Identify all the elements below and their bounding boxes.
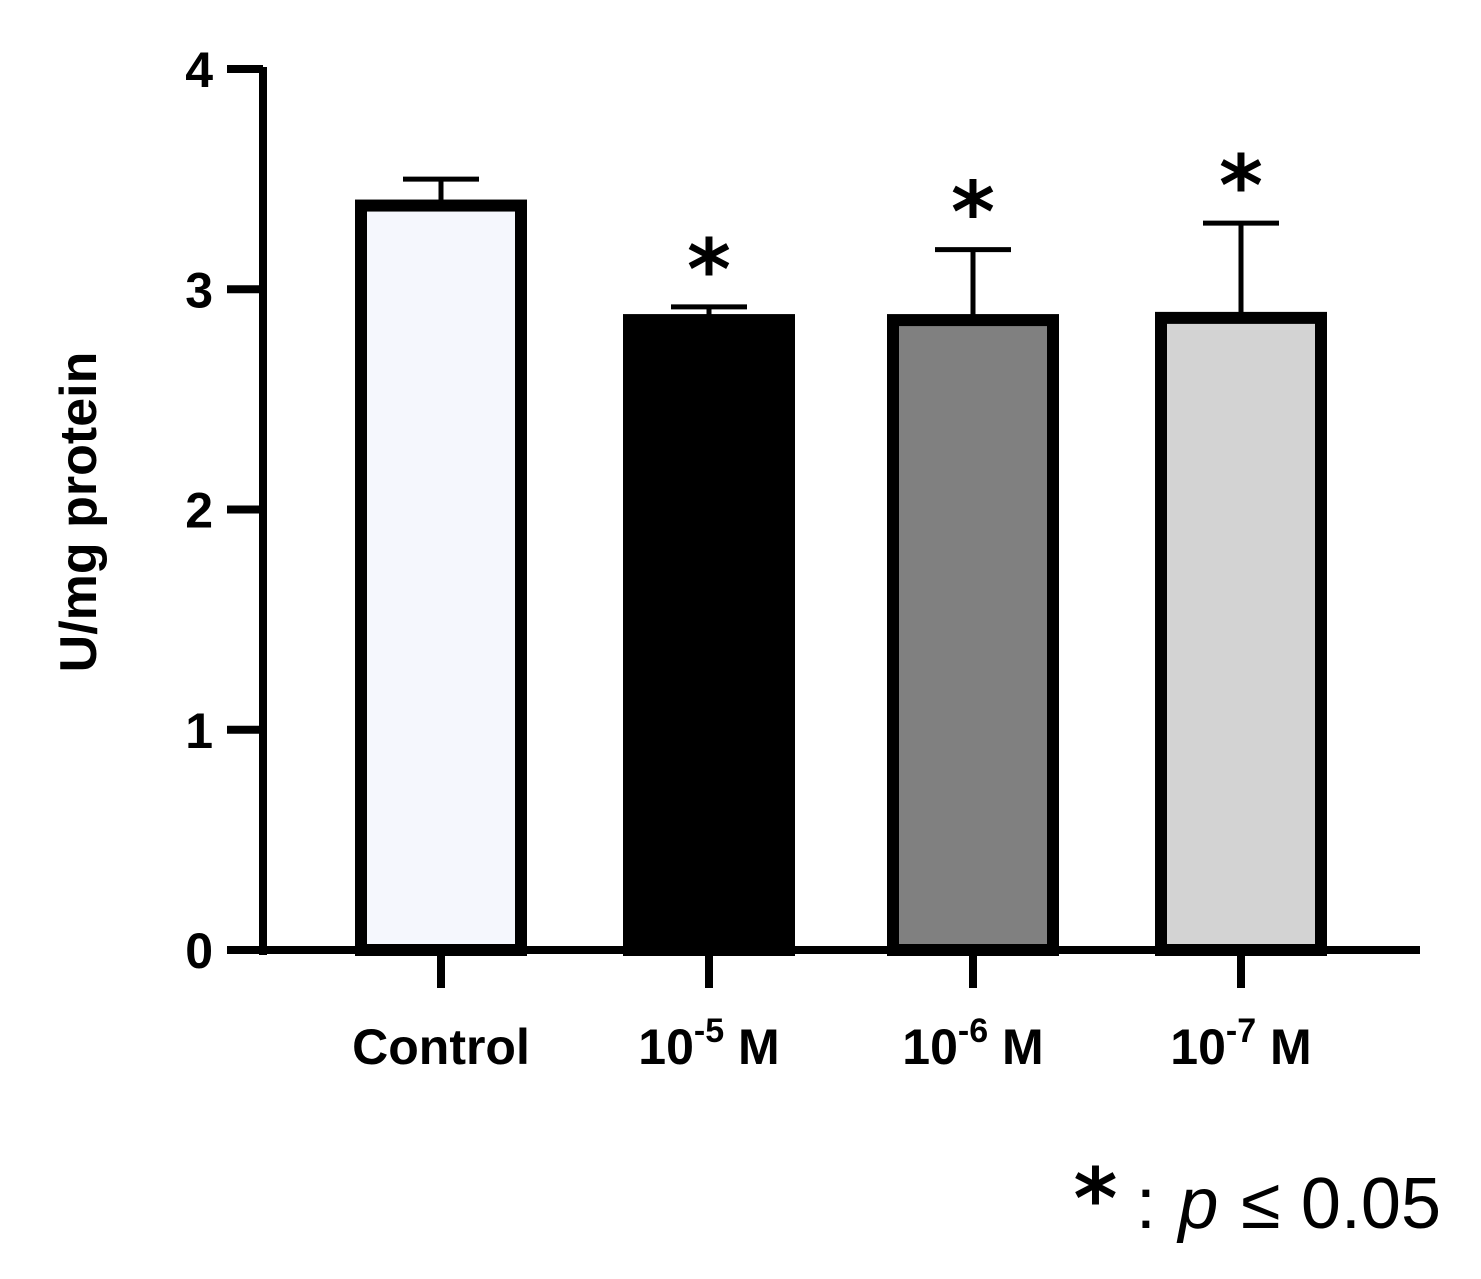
- y-axis-label: U/mg protein: [50, 352, 108, 673]
- footnote-star: *: [1074, 1150, 1118, 1248]
- significance-star-2: *: [951, 164, 995, 262]
- footnote-separator: :: [1136, 1164, 1156, 1244]
- category-label-3: 10-7 M: [1170, 1012, 1311, 1075]
- footnote-operator: ≤: [1241, 1164, 1281, 1244]
- bar-3: [1155, 311, 1327, 956]
- category-labels: Control 10-5 M 10-6 M 10-7 M: [352, 1012, 1312, 1075]
- svg-text:* : p ≤: * : p ≤ 0.05: [1074, 1150, 1441, 1248]
- y-tick-label-0: 0: [185, 923, 213, 979]
- bars: [355, 199, 1327, 956]
- significance-footnote: * : p ≤ 0.05: [1074, 1150, 1441, 1248]
- bar-1: [623, 314, 795, 956]
- significance-markers: * * *: [687, 137, 1263, 319]
- category-label-1: 10-5 M: [638, 1012, 779, 1075]
- footnote-threshold: 0.05: [1301, 1164, 1441, 1244]
- significance-star-1: *: [687, 221, 731, 319]
- category-label-2: 10-6 M: [902, 1012, 1043, 1075]
- bar-2: [887, 314, 1059, 956]
- error-bars: [403, 176, 1279, 321]
- footnote-variable: p: [1176, 1164, 1218, 1244]
- y-tick-label-2: 2: [185, 483, 213, 539]
- y-tick-label-1: 1: [185, 703, 213, 759]
- significance-star-3: *: [1219, 137, 1263, 235]
- y-tick-label-3: 3: [185, 262, 213, 318]
- y-axis: 0 1 2 3 4: [185, 42, 267, 979]
- y-tick-label-4: 4: [185, 42, 213, 98]
- category-label-0: Control: [352, 1019, 530, 1075]
- bar-0: [355, 199, 527, 956]
